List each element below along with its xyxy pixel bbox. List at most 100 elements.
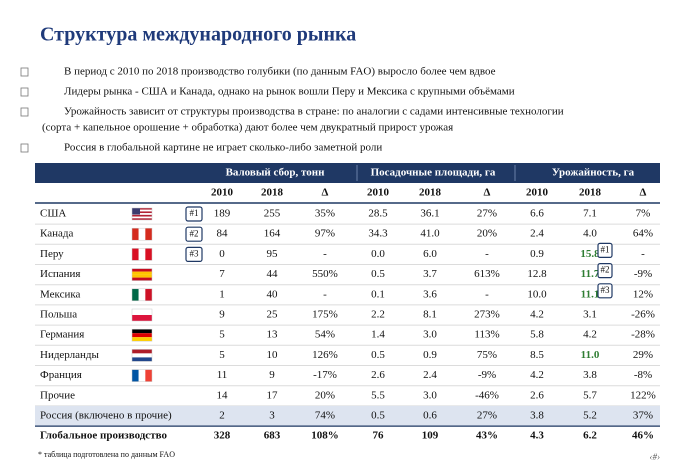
flag-part (132, 271, 152, 275)
flag-part (138, 228, 146, 241)
bullet-text: В период с 2010 по 2018 производство гол… (64, 66, 496, 78)
bullet-text: (сорта + капельное орошение + обработка)… (42, 122, 453, 134)
table-cell: -9% (478, 369, 496, 381)
table-cell: 4.2 (530, 309, 544, 321)
table-cell: 4.3 (530, 430, 544, 442)
flag-border (131, 328, 153, 342)
table-cell: 27% (477, 208, 497, 220)
flag-part (132, 369, 139, 382)
flag-part (132, 228, 139, 241)
table-cell: 5.5 (371, 389, 385, 401)
table-cell: 1.4 (371, 329, 385, 341)
table-cell: 5.8 (530, 329, 544, 341)
table-cell: 4.2 (583, 329, 597, 341)
table-cell: 2 (219, 410, 225, 422)
table-cell: 9 (269, 369, 275, 381)
flag-border (131, 227, 153, 241)
table-cell: 13 (267, 329, 279, 341)
flag-border (131, 248, 153, 261)
table-cell: 4.0 (583, 228, 597, 240)
table-cell: 3.1 (583, 309, 597, 321)
flag-part (132, 277, 152, 281)
table-cell: 97% (315, 228, 335, 240)
flag-part (132, 288, 139, 301)
table-cell: - (485, 248, 489, 260)
table-cell: 3.8 (530, 410, 544, 422)
row-label: Нидерланды (40, 349, 100, 361)
table-cell: 20% (315, 389, 335, 401)
table-cell: 3.0 (423, 329, 437, 341)
table-cell: 11 (217, 369, 228, 381)
flag-part (132, 309, 152, 315)
table-cell: 41.0 (420, 228, 440, 240)
table-cell: 5 (219, 329, 225, 341)
yield-badge: #1 (601, 244, 610, 254)
table-cell: 25 (267, 309, 279, 321)
table-cell: 683 (264, 430, 281, 442)
flag-part (132, 211, 152, 214)
table-cell: 20% (477, 228, 497, 240)
flag-part (132, 274, 152, 278)
row-label: Польша (40, 309, 77, 321)
table-cell: 12% (633, 288, 653, 300)
flag-part (138, 288, 146, 301)
table-cell: 11.0 (581, 349, 600, 361)
table-cell: 0.9 (530, 248, 544, 260)
row-highlight (35, 405, 660, 427)
table-cell: 3.0 (423, 389, 437, 401)
table-cell: - (323, 288, 327, 300)
flag-part (132, 213, 152, 215)
row-label: Германия (40, 329, 84, 341)
table-cell: -28% (631, 329, 655, 341)
sub-header: Δ (640, 187, 647, 199)
table-cell: 9 (219, 309, 225, 321)
sub-header: 2010 (211, 187, 234, 199)
table-cell: 84 (217, 228, 229, 240)
table-cell: 273% (474, 309, 500, 321)
sub-header: Δ (322, 187, 329, 199)
row-label: Франция (40, 369, 82, 381)
row-label: Перу (40, 248, 64, 260)
flag-part (132, 214, 152, 217)
flag-part (132, 357, 152, 362)
table-cell: 12.8 (527, 268, 547, 280)
flag-part (132, 208, 152, 210)
table-cell: 189 (214, 208, 231, 220)
table-cell: 40 (267, 288, 279, 300)
table-cell: 0.9 (423, 349, 437, 361)
flag-border (131, 268, 153, 281)
table-cell: 11.1 (581, 288, 600, 300)
table-cell: 0.6 (423, 410, 437, 422)
bullet-icon (20, 143, 29, 153)
table-cell: 5 (219, 349, 225, 361)
table-cell: 0 (219, 248, 225, 260)
table-cell: -8% (634, 369, 652, 381)
rank-badge-box (185, 226, 203, 242)
table-cell: - (485, 288, 489, 300)
table-cell: 14 (217, 389, 229, 401)
table-cell: -17% (313, 369, 337, 381)
row-label: Испания (40, 268, 80, 280)
flag-part (132, 333, 152, 338)
bullet-icon (20, 107, 29, 117)
rank-badge: #3 (190, 248, 200, 258)
table-cell: 7% (636, 208, 651, 220)
flag-border (131, 207, 153, 221)
table-cell: 6.2 (583, 430, 597, 442)
group-header: Урожайность, га (552, 167, 635, 179)
page-number: ‹#› (650, 452, 661, 462)
yield-badge-box (597, 283, 613, 299)
flag-part (132, 216, 152, 219)
table-cell: 8.5 (530, 349, 544, 361)
table-cell: 613% (474, 268, 500, 280)
table-cell: 75% (477, 349, 497, 361)
rank-badge: #1 (190, 208, 199, 218)
footnote: * таблица подготовлена по данным FAO (38, 450, 175, 459)
flag-part (132, 248, 139, 261)
table-cell: 328 (214, 430, 231, 442)
row-label: Россия (включено в прочие) (40, 410, 172, 422)
table-cell: 3 (269, 410, 275, 422)
flag-border (131, 308, 153, 322)
table-cell: 255 (264, 208, 281, 220)
